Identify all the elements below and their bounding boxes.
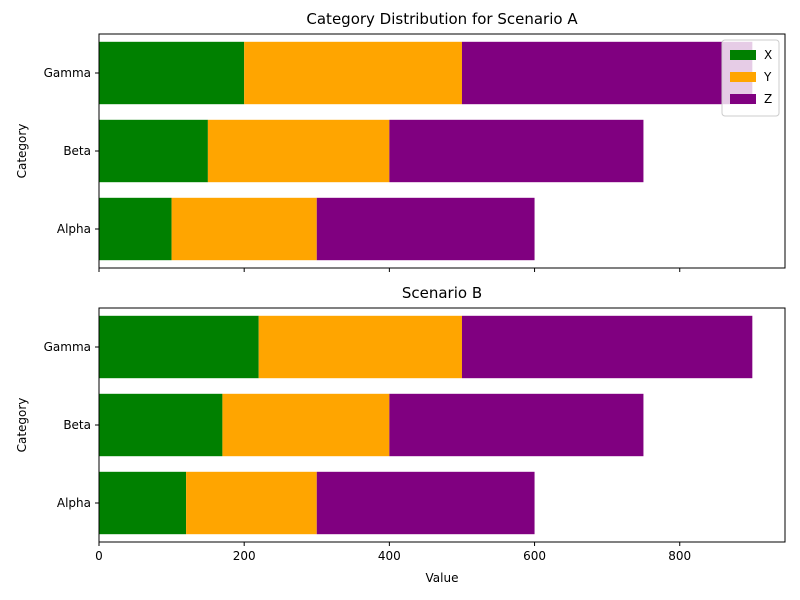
bar-beta-series-1: [99, 119, 208, 183]
bar-alpha-series-1: [99, 471, 187, 535]
category-label-beta: Beta: [63, 144, 91, 158]
chart-title: Scenario B: [402, 284, 482, 302]
bar-alpha-series-3: [316, 197, 535, 261]
x-tick-label: 600: [523, 549, 546, 563]
legend-label-x: X: [764, 48, 772, 62]
legend-swatch-x: [730, 50, 756, 60]
bar-alpha-series-2: [171, 197, 317, 261]
bar-beta-series-3: [389, 119, 644, 183]
x-tick-label: 400: [378, 549, 401, 563]
legend-label-y: Y: [763, 70, 772, 84]
legend-label-z: Z: [764, 92, 772, 106]
bar-gamma-series-1: [99, 315, 259, 379]
bar-beta-series-2: [222, 393, 390, 457]
x-tick-label: 0: [95, 549, 103, 563]
category-label-alpha: Alpha: [57, 496, 91, 510]
bar-gamma-series-3: [461, 41, 753, 105]
bar-beta-series-3: [389, 393, 644, 457]
legend: XYZ: [721, 39, 780, 117]
bar-alpha-series-3: [316, 471, 535, 535]
category-label-gamma: Gamma: [44, 66, 91, 80]
bar-alpha-series-2: [186, 471, 317, 535]
bar-beta-series-2: [207, 119, 390, 183]
bar-gamma-series-2: [258, 315, 462, 379]
legend-swatch-y: [730, 72, 756, 82]
x-axis-label: Value: [426, 571, 459, 585]
plot-frame: [98, 307, 786, 543]
y-axis-label: Category: [15, 124, 29, 179]
x-tick-label: 800: [668, 549, 691, 563]
category-label-beta: Beta: [63, 418, 91, 432]
category-label-alpha: Alpha: [57, 222, 91, 236]
x-tick-label: 200: [233, 549, 256, 563]
legend-swatch-z: [730, 94, 756, 104]
plot-frame: [98, 33, 786, 269]
bar-gamma-series-3: [461, 315, 753, 379]
bar-alpha-series-1: [99, 197, 172, 261]
chart-panel-2: Alpha Beta Gamma 0 200 400 600 800 Scenario B Cat…: [15, 284, 786, 585]
bar-gamma-series-1: [99, 41, 245, 105]
chart-panel-1: Alpha Beta Gamma Category Distribution for …: [15, 10, 786, 272]
y-axis-label: Category: [15, 398, 29, 453]
bar-gamma-series-2: [244, 41, 462, 105]
bar-beta-series-1: [99, 393, 223, 457]
chart-title: Category Distribution for Scenario A: [306, 10, 578, 28]
category-label-gamma: Gamma: [44, 340, 91, 354]
